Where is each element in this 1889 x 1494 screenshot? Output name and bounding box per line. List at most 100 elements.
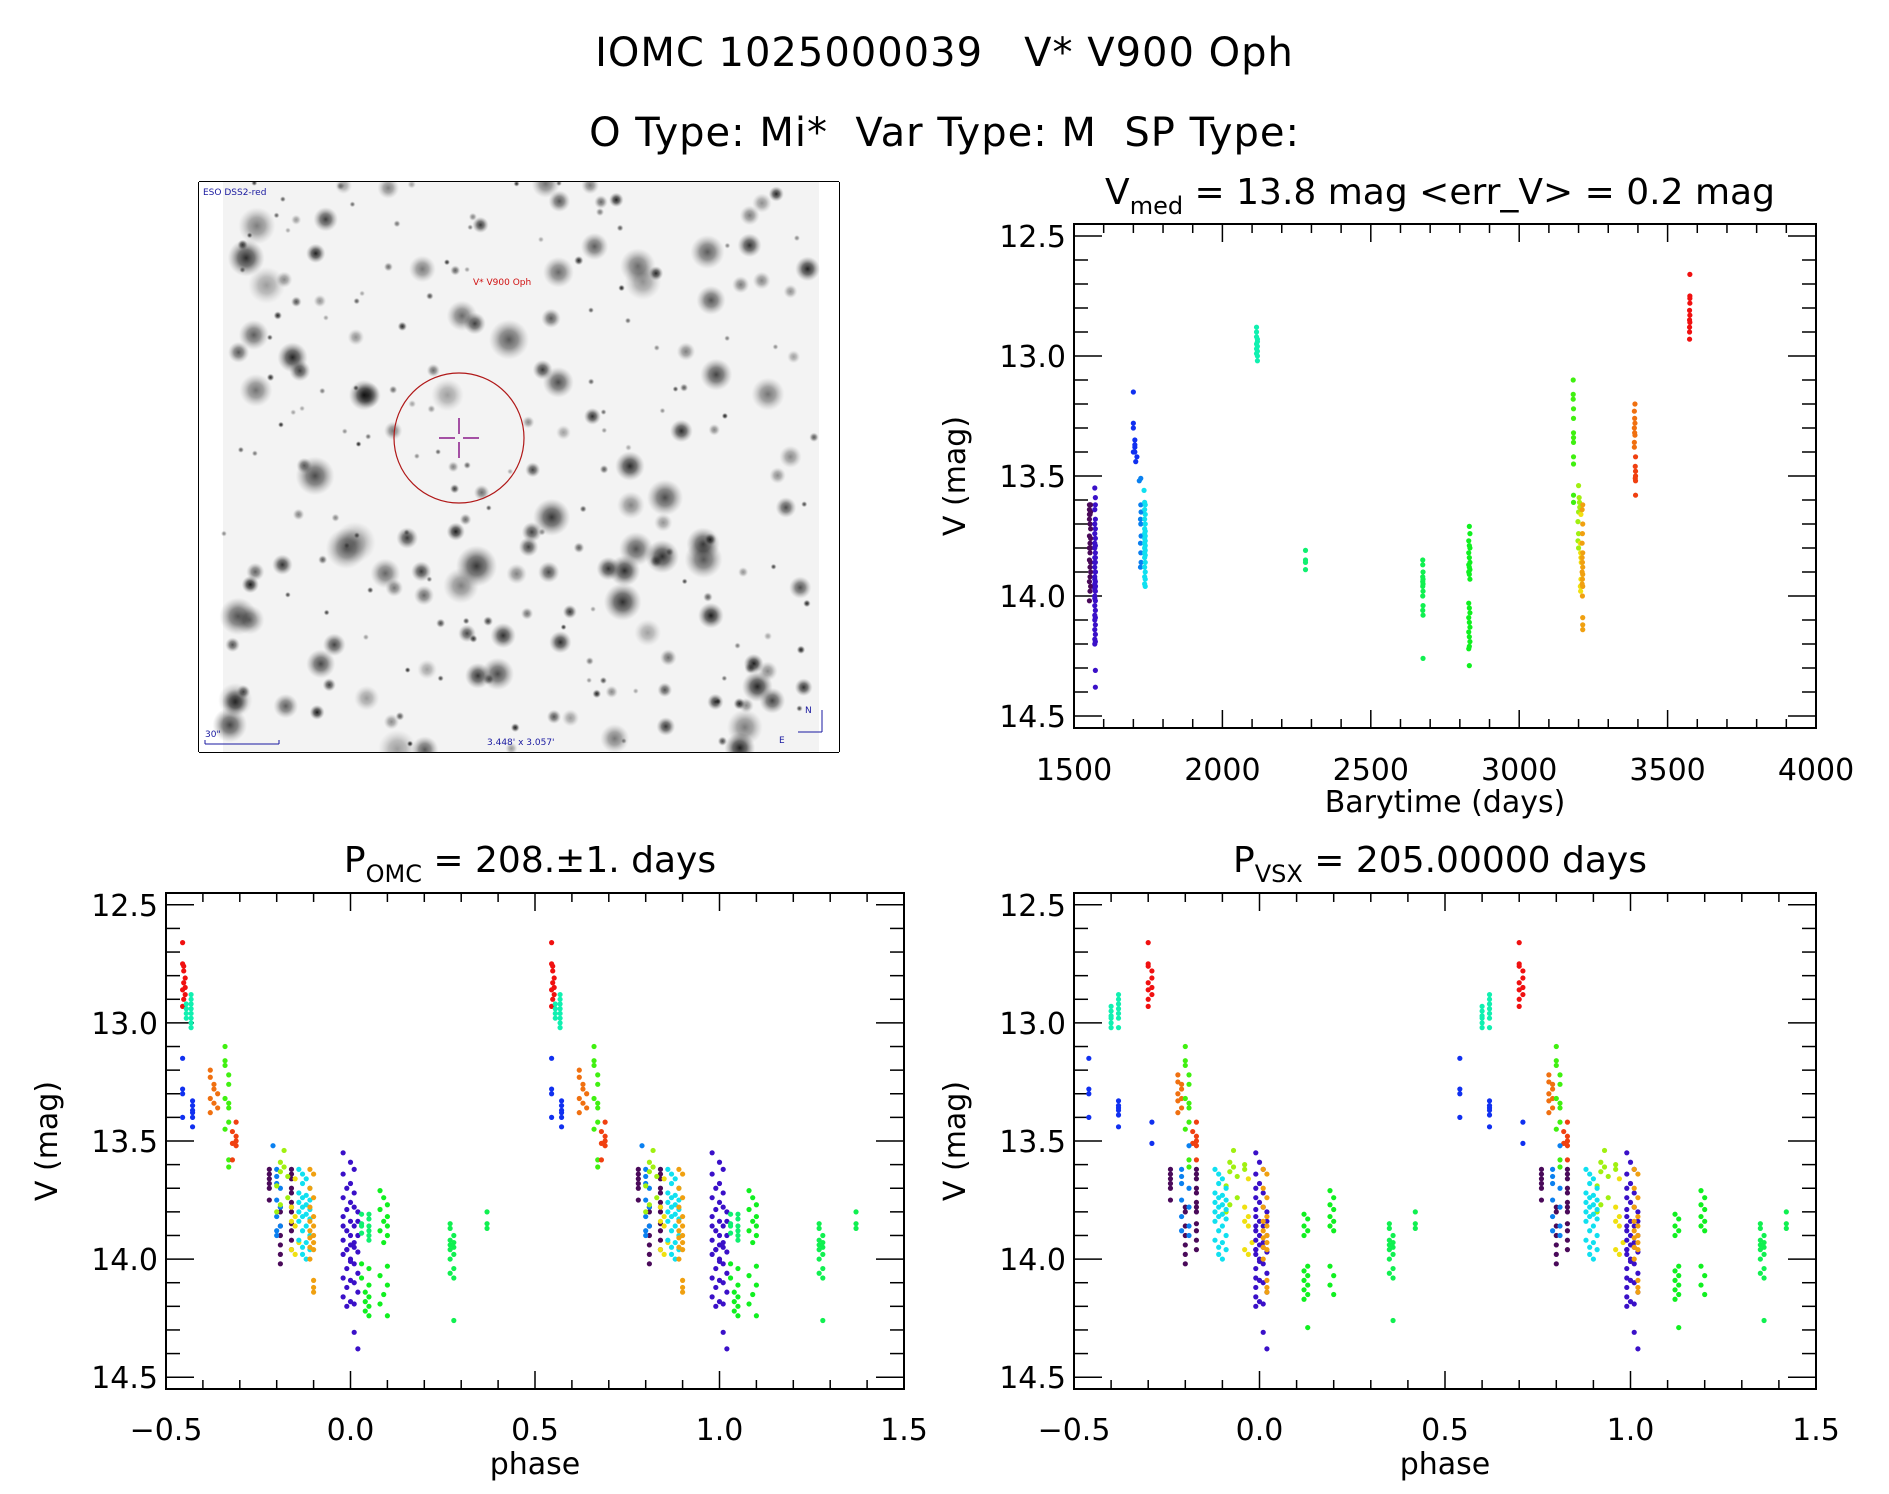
data-point: [288, 1204, 295, 1210]
data-point: [661, 1213, 667, 1220]
data-point: [288, 1185, 295, 1191]
data-point: [1212, 1190, 1218, 1196]
data-point: [1624, 1237, 1630, 1243]
data-point: [1088, 569, 1094, 575]
data-point: [1587, 1228, 1593, 1234]
data-point: [735, 1223, 741, 1229]
data-point: [1331, 1195, 1337, 1201]
data-point: [552, 1001, 558, 1007]
data-point: [1390, 1317, 1396, 1324]
data-point: [1245, 1176, 1251, 1182]
data-point: [672, 1239, 678, 1246]
y-tick-label: 14.0: [999, 1243, 1066, 1278]
data-point: [598, 1157, 605, 1163]
data-point: [1092, 521, 1098, 527]
data-point: [1627, 1159, 1634, 1165]
x-tick-label: 2500: [1333, 753, 1409, 788]
data-point: [451, 1232, 457, 1239]
data-point: [1570, 430, 1577, 436]
star: [594, 195, 608, 209]
data-point: [1635, 1171, 1641, 1177]
data-point: [1193, 1157, 1200, 1163]
data-point: [1627, 1277, 1634, 1283]
data-point: [226, 1100, 232, 1106]
star: [620, 737, 627, 744]
x-tick-label: 1.5: [1792, 1413, 1840, 1448]
data-point: [1216, 1244, 1222, 1250]
data-point: [595, 1072, 601, 1078]
star: [309, 704, 325, 720]
data-point: [735, 1232, 741, 1239]
data-point: [226, 1072, 232, 1078]
data-point: [1564, 1133, 1571, 1139]
data-point: [753, 1223, 760, 1229]
data-point: [1182, 1126, 1188, 1132]
star: [796, 645, 806, 655]
data-point: [1616, 1223, 1622, 1229]
data-point: [292, 1176, 298, 1182]
data-point: [1686, 329, 1693, 335]
data-point: [366, 1232, 372, 1239]
data-point: [266, 1197, 272, 1203]
data-point: [716, 1299, 723, 1305]
data-point: [347, 1159, 354, 1165]
star: [690, 234, 725, 270]
data-point: [1178, 1228, 1185, 1234]
data-point: [1479, 1008, 1485, 1014]
data-point: [549, 1114, 555, 1120]
data-point: [1264, 1171, 1270, 1177]
data-point: [266, 1166, 272, 1172]
data-point: [1193, 1171, 1200, 1177]
series-s14: [207, 1067, 590, 1116]
data-point: [1702, 1206, 1708, 1213]
series-s14: [1631, 401, 1638, 450]
data-point: [1186, 1185, 1192, 1191]
star: [574, 255, 584, 266]
series-s8: [1420, 557, 1426, 662]
star: [768, 186, 784, 202]
data-point: [1580, 627, 1586, 633]
data-point: [1590, 1202, 1596, 1208]
data-point: [1486, 991, 1493, 998]
data-point: [1580, 550, 1586, 556]
data-point: [1092, 535, 1098, 542]
data-point: [1253, 1213, 1259, 1220]
data-point: [226, 1164, 232, 1170]
data-point: [1613, 1204, 1619, 1210]
data-point: [668, 1228, 675, 1234]
data-point: [1632, 432, 1638, 438]
data-point: [1486, 1124, 1493, 1130]
star: [734, 642, 741, 649]
data-point: [1583, 1166, 1589, 1172]
star: [717, 736, 728, 746]
data-point: [1386, 1237, 1392, 1243]
data-point: [646, 1251, 652, 1257]
data-point: [576, 1067, 582, 1073]
data-point: [1570, 492, 1577, 498]
data-point: [1331, 1273, 1337, 1279]
data-point: [1549, 1213, 1556, 1220]
data-point: [1245, 1223, 1251, 1229]
data-point: [296, 1209, 302, 1215]
star: [383, 713, 400, 730]
star: [273, 212, 280, 219]
data-point: [1598, 1169, 1604, 1175]
data-point: [1627, 1232, 1634, 1239]
star: [378, 729, 417, 752]
data-point: [1260, 1301, 1266, 1307]
data-point: [347, 1299, 354, 1305]
star: [238, 319, 269, 351]
data-point: [1546, 1091, 1552, 1097]
star: [726, 709, 763, 746]
data-point: [1466, 646, 1472, 652]
data-point: [1230, 1164, 1237, 1170]
data-point: [211, 1100, 217, 1106]
data-point: [1092, 595, 1098, 602]
data-point: [1632, 420, 1638, 426]
data-point: [661, 1251, 667, 1257]
data-point: [303, 1202, 309, 1208]
star: [751, 377, 785, 411]
data-point: [1115, 996, 1122, 1002]
star: [507, 468, 514, 475]
data-point: [1193, 1138, 1200, 1144]
